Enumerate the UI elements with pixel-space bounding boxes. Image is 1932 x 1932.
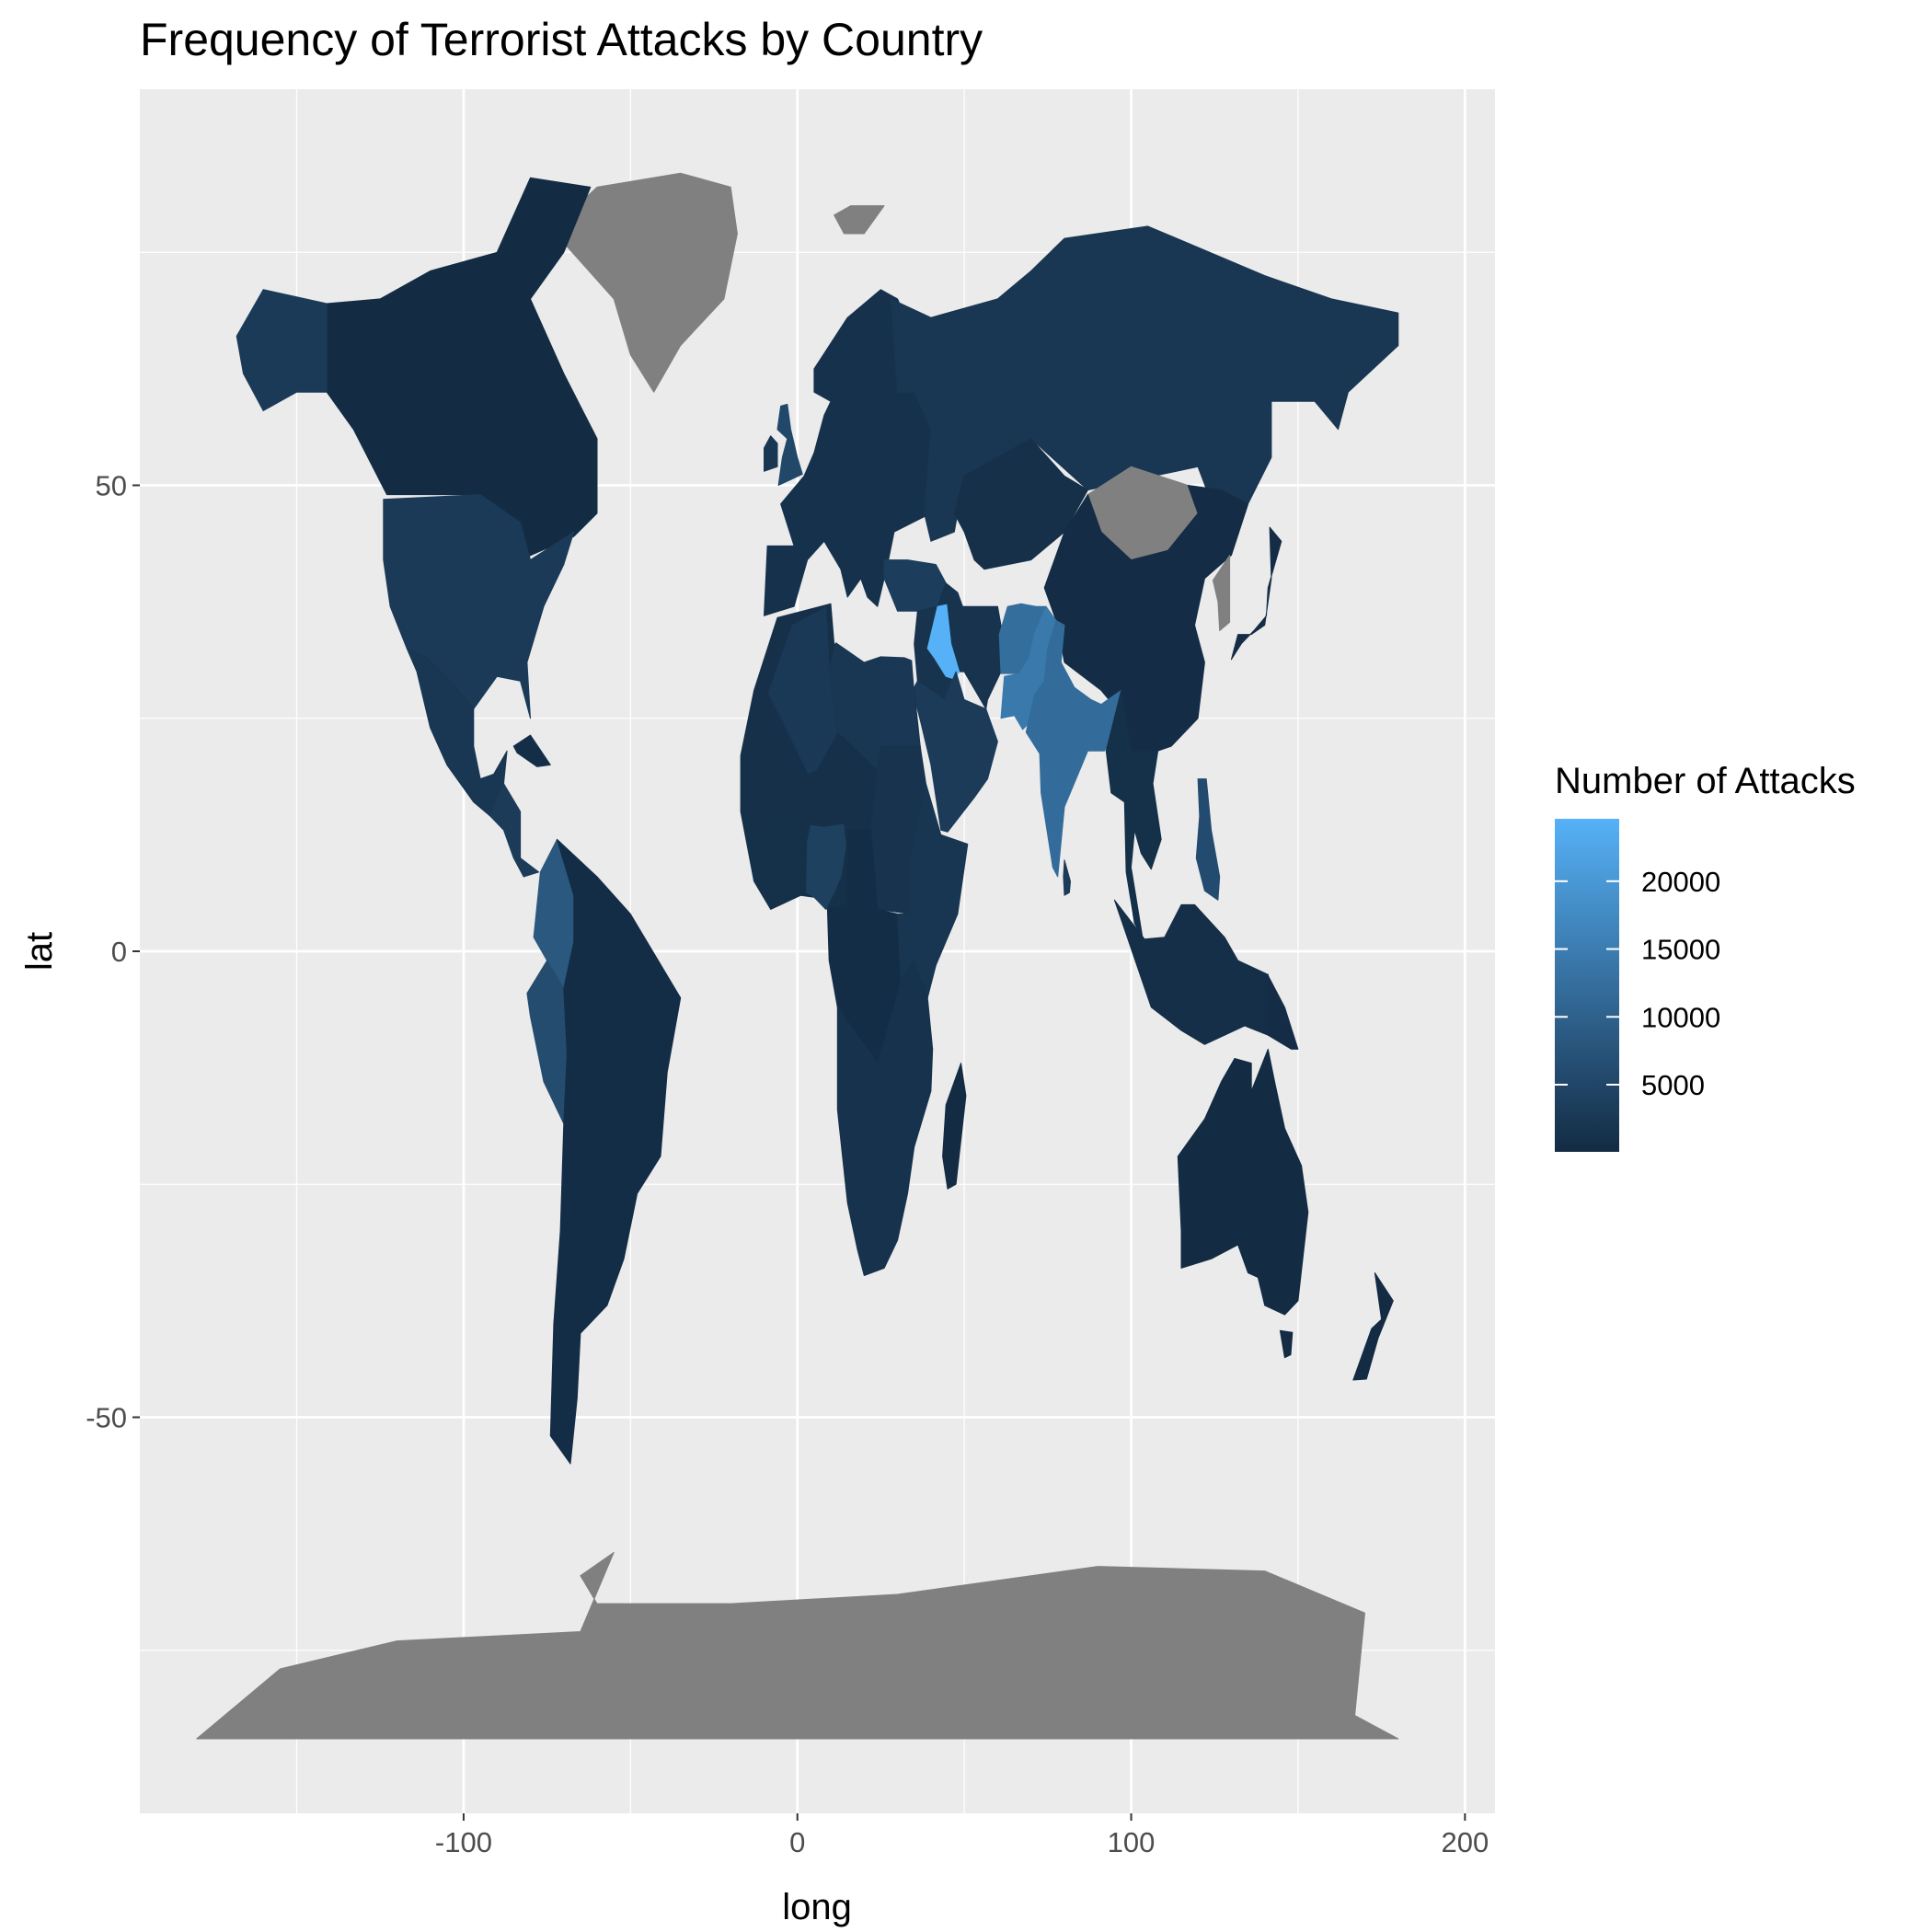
legend-colorbar xyxy=(1555,819,1619,1152)
x-tick-label: 100 xyxy=(1108,1826,1156,1858)
x-axis-title: long xyxy=(782,1887,852,1927)
y-axis-title: lat xyxy=(19,932,60,971)
legend: Number of Attacks 5000 10000 15000 20000 xyxy=(1555,761,1856,1152)
x-axis-ticks: -100 0 100 200 xyxy=(435,1813,1489,1858)
legend-label: 15000 xyxy=(1641,934,1720,966)
x-tick-label: -100 xyxy=(435,1826,492,1858)
legend-label: 10000 xyxy=(1641,1001,1720,1033)
x-tick-label: 200 xyxy=(1441,1826,1489,1858)
y-tick-label: 50 xyxy=(96,470,127,502)
legend-label: 5000 xyxy=(1641,1069,1705,1101)
y-tick-label: 0 xyxy=(111,936,127,968)
x-tick-label: 0 xyxy=(789,1826,805,1858)
y-tick-label: -50 xyxy=(86,1401,127,1433)
legend-title: Number of Attacks xyxy=(1555,761,1856,801)
legend-label: 20000 xyxy=(1641,866,1720,898)
y-axis-ticks: -50 0 50 xyxy=(86,470,140,1434)
chart-title: Frequency of Terrorist Attacks by Countr… xyxy=(140,14,983,65)
